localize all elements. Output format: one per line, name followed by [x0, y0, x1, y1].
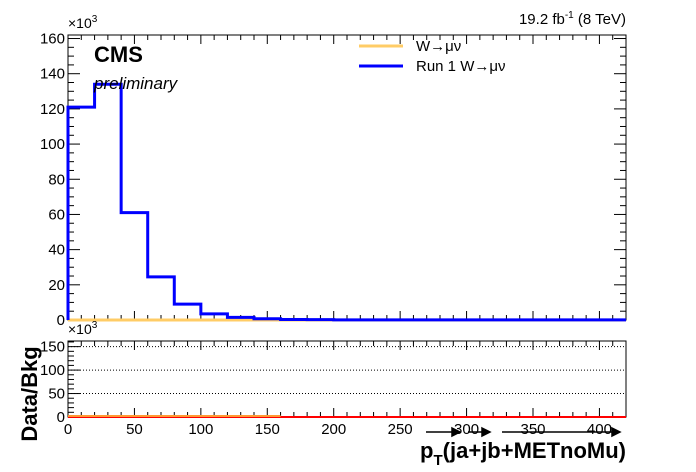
main-y-tick-label: 120 [40, 101, 65, 118]
x-tick-label: 100 [188, 421, 213, 438]
main-y-tick-label: 100 [40, 136, 65, 153]
main-y-tick-label: 160 [40, 31, 65, 48]
series-line-1 [66, 82, 626, 322]
ratio-series-group [68, 415, 626, 418]
x-tick-label: 350 [520, 421, 545, 438]
ratio-y-multiplier: ×103 [68, 320, 98, 337]
arrow-jb-head [481, 426, 492, 438]
x-tick-label: 0 [64, 421, 72, 438]
cms-label: CMS [94, 42, 143, 67]
main-y-multiplier: ×103 [68, 14, 98, 31]
legend-label-w-mu-nu: W→μν [416, 38, 461, 55]
preliminary-label: preliminary [93, 74, 179, 93]
main-y-tick-label: 60 [48, 206, 65, 223]
x-tick-label: 200 [321, 421, 346, 438]
arrow-ja-head [451, 426, 462, 438]
legend: W→μν Run 1 W→μν [359, 38, 506, 75]
main-y-tick-label: 20 [48, 277, 65, 294]
vector-arrows [426, 426, 622, 438]
arrow-met-head [611, 426, 622, 438]
ratio-x-axis: 0 50 100 150 200 250 300 350 400 [64, 341, 627, 438]
x-tick-label: 150 [255, 421, 280, 438]
main-series-group [66, 82, 626, 322]
legend-label-run1: Run 1 W→μν [416, 58, 506, 75]
ratio-y-tick-label: 100 [40, 362, 65, 379]
x-tick-label: 250 [388, 421, 413, 438]
main-y-tick-label: 0 [57, 312, 65, 329]
main-y-tick-label: 80 [48, 171, 65, 188]
ratio-y-tick-label: 0 [57, 409, 65, 426]
x-tick-label: 50 [126, 421, 143, 438]
main-y-axis: 0 20 40 60 80 100 120 140 160 [40, 31, 626, 329]
ratio-y-label: Data/Bkg [17, 346, 42, 441]
ratio-y-axis: 0 50 100 150 [40, 339, 80, 426]
luminosity-label: 19.2 fb-1 (8 TeV) [519, 10, 626, 28]
main-y-tick-label: 40 [48, 242, 65, 259]
main-y-tick-label: 140 [40, 66, 65, 83]
x-axis-label: pT(ja+jb+METnoMu) [420, 438, 626, 469]
ratio-grid [68, 346, 626, 395]
main-pad: 0 20 40 60 80 100 120 140 160 ×103 CMS prelimina… [40, 14, 627, 329]
ratio-y-tick-label: 150 [40, 339, 65, 356]
ratio-pad-frame [67, 340, 627, 418]
ratio-y-tick-label: 50 [48, 386, 65, 403]
x-tick-label: 400 [587, 421, 612, 438]
x-tick-label: 300 [454, 421, 479, 438]
